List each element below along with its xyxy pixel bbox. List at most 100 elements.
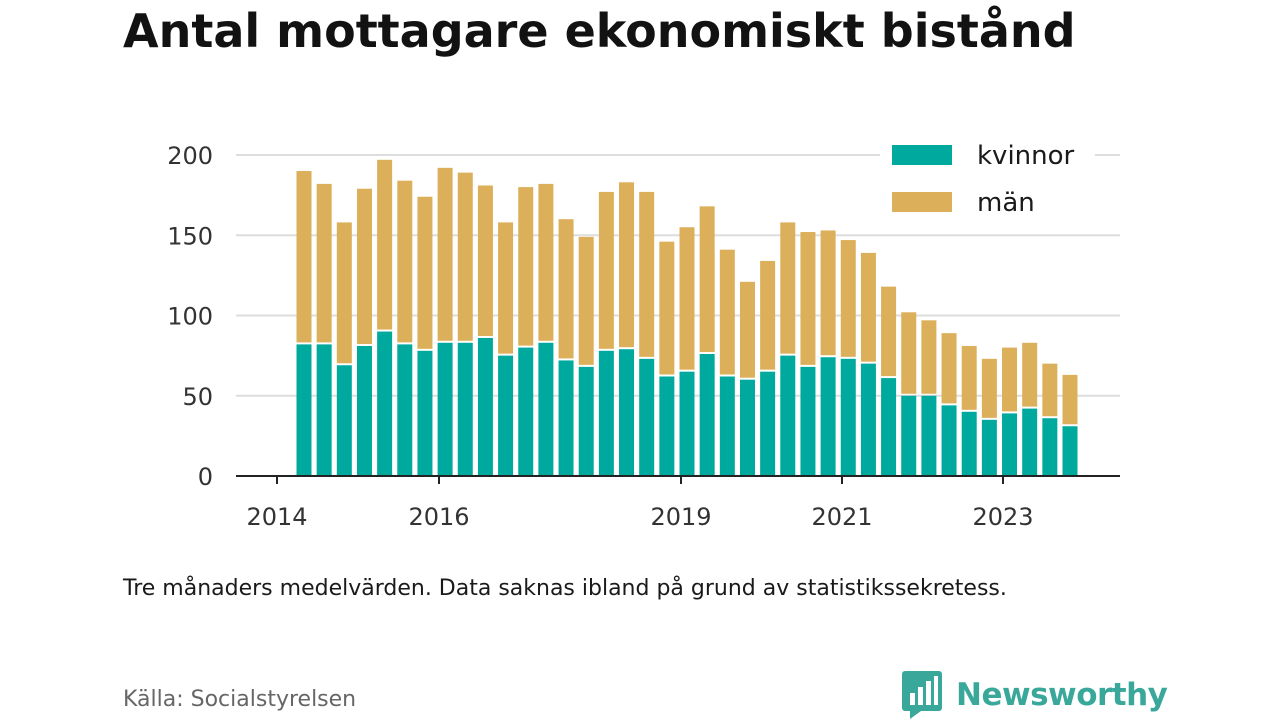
x-tick-label: 2023 xyxy=(972,503,1033,531)
legend-label: kvinnor xyxy=(977,141,1075,171)
bar-kvinnor xyxy=(961,411,977,476)
bar-man xyxy=(659,241,675,375)
legend-label: män xyxy=(977,188,1035,218)
bar-man xyxy=(518,187,534,346)
bar-stack xyxy=(981,358,997,476)
bar-kvinnor xyxy=(659,376,675,476)
x-axis xyxy=(236,475,1120,484)
bar-stack xyxy=(679,227,695,476)
bar-stack xyxy=(437,167,453,476)
x-tick-label: 2019 xyxy=(650,503,711,531)
chart-title: Antal mottagare ekonomiskt bistånd xyxy=(123,4,1076,58)
bar-man xyxy=(699,206,715,353)
bar-stack xyxy=(377,159,393,476)
bar-man xyxy=(1042,363,1058,417)
y-tick-label: 50 xyxy=(182,383,213,411)
legend-item: män xyxy=(892,188,1035,218)
bar-kvinnor xyxy=(1042,418,1058,476)
bar-kvinnor xyxy=(860,363,876,476)
bar-man xyxy=(296,171,312,343)
bar-kvinnor xyxy=(377,331,393,476)
bar-stack xyxy=(598,191,614,476)
bar-man xyxy=(780,222,796,354)
bar-stack xyxy=(719,249,735,476)
bar-man xyxy=(558,219,574,359)
bar-kvinnor xyxy=(1062,426,1078,476)
bar-stack xyxy=(760,260,776,476)
bar-stack xyxy=(901,312,917,476)
bar-man xyxy=(941,333,957,404)
bar-man xyxy=(417,196,433,349)
bar-kvinnor xyxy=(457,342,473,476)
y-axis-tick-labels: 0 50 100 150 200 xyxy=(167,142,213,491)
bar-kvinnor xyxy=(639,358,655,476)
bar-kvinnor xyxy=(800,366,816,476)
bar-stack xyxy=(881,286,897,476)
bar-man xyxy=(1022,342,1038,407)
bar-kvinnor xyxy=(397,344,413,476)
bar-man xyxy=(760,260,776,370)
y-tick-label: 150 xyxy=(167,222,213,250)
bar-kvinnor xyxy=(739,379,755,476)
bar-man xyxy=(1002,347,1018,412)
bar-man xyxy=(356,188,372,344)
legend-item: kvinnor xyxy=(892,141,1075,171)
bar-man xyxy=(316,183,332,343)
bar-kvinnor xyxy=(1002,413,1018,476)
bar-kvinnor xyxy=(356,345,372,476)
bar-man xyxy=(901,312,917,394)
bar-stack xyxy=(780,222,796,476)
x-axis-tick-labels: 2014 2016 2019 2021 2023 xyxy=(246,503,1033,531)
bar-kvinnor xyxy=(780,355,796,476)
stacked-bar-chart: 0 50 100 150 200 2014 2016 2019 2021 2023 kvinno… xyxy=(167,141,1120,531)
bar-stack xyxy=(518,187,534,476)
bar-kvinnor xyxy=(477,337,493,476)
bar-stack xyxy=(800,232,816,476)
bar-stack xyxy=(739,281,755,476)
bar-stack xyxy=(538,183,554,476)
bar-kvinnor xyxy=(840,358,856,476)
bar-man xyxy=(981,358,997,418)
bar-kvinnor xyxy=(679,371,695,476)
bar-stack xyxy=(921,320,937,476)
bar-kvinnor xyxy=(296,344,312,476)
bar-man xyxy=(336,222,352,364)
bar-kvinnor xyxy=(336,365,352,476)
bar-stack xyxy=(457,172,473,476)
bar-stack xyxy=(699,206,715,476)
chart-note: Tre månaders medelvärden. Data saknas ib… xyxy=(123,576,1007,601)
bar-stack xyxy=(1002,347,1018,476)
bar-stack xyxy=(336,222,352,476)
bar-man xyxy=(679,227,695,370)
bar-man xyxy=(377,159,393,330)
bar-stack xyxy=(659,241,675,476)
bar-kvinnor xyxy=(538,342,554,476)
brand-name: Newsworthy xyxy=(956,677,1168,713)
bar-stack xyxy=(860,252,876,476)
bar-man xyxy=(800,232,816,365)
bar-man xyxy=(921,320,937,394)
x-tick-label: 2016 xyxy=(408,503,469,531)
bar-man xyxy=(639,191,655,357)
bar-stack xyxy=(296,171,312,476)
bar-man xyxy=(719,249,735,375)
bar-kvinnor xyxy=(719,376,735,476)
x-tick-label: 2021 xyxy=(811,503,872,531)
bar-stack xyxy=(397,180,413,476)
bar-stack xyxy=(316,183,332,476)
bar-stack xyxy=(578,236,594,476)
source-text: Källa: Socialstyrelsen xyxy=(123,687,357,712)
bar-kvinnor xyxy=(699,354,715,476)
newsworthy-logo-icon xyxy=(902,671,942,719)
bar-kvinnor xyxy=(498,355,514,476)
y-tick-label: 200 xyxy=(167,142,213,170)
bar-kvinnor xyxy=(598,350,614,476)
bar-kvinnor xyxy=(558,360,574,476)
bar-stack xyxy=(619,182,635,476)
bar-kvinnor xyxy=(518,347,534,476)
bars xyxy=(296,159,1078,476)
bar-kvinnor xyxy=(760,371,776,476)
bar-stack xyxy=(498,222,514,476)
bar-man xyxy=(437,167,453,341)
bar-kvinnor xyxy=(619,349,635,476)
